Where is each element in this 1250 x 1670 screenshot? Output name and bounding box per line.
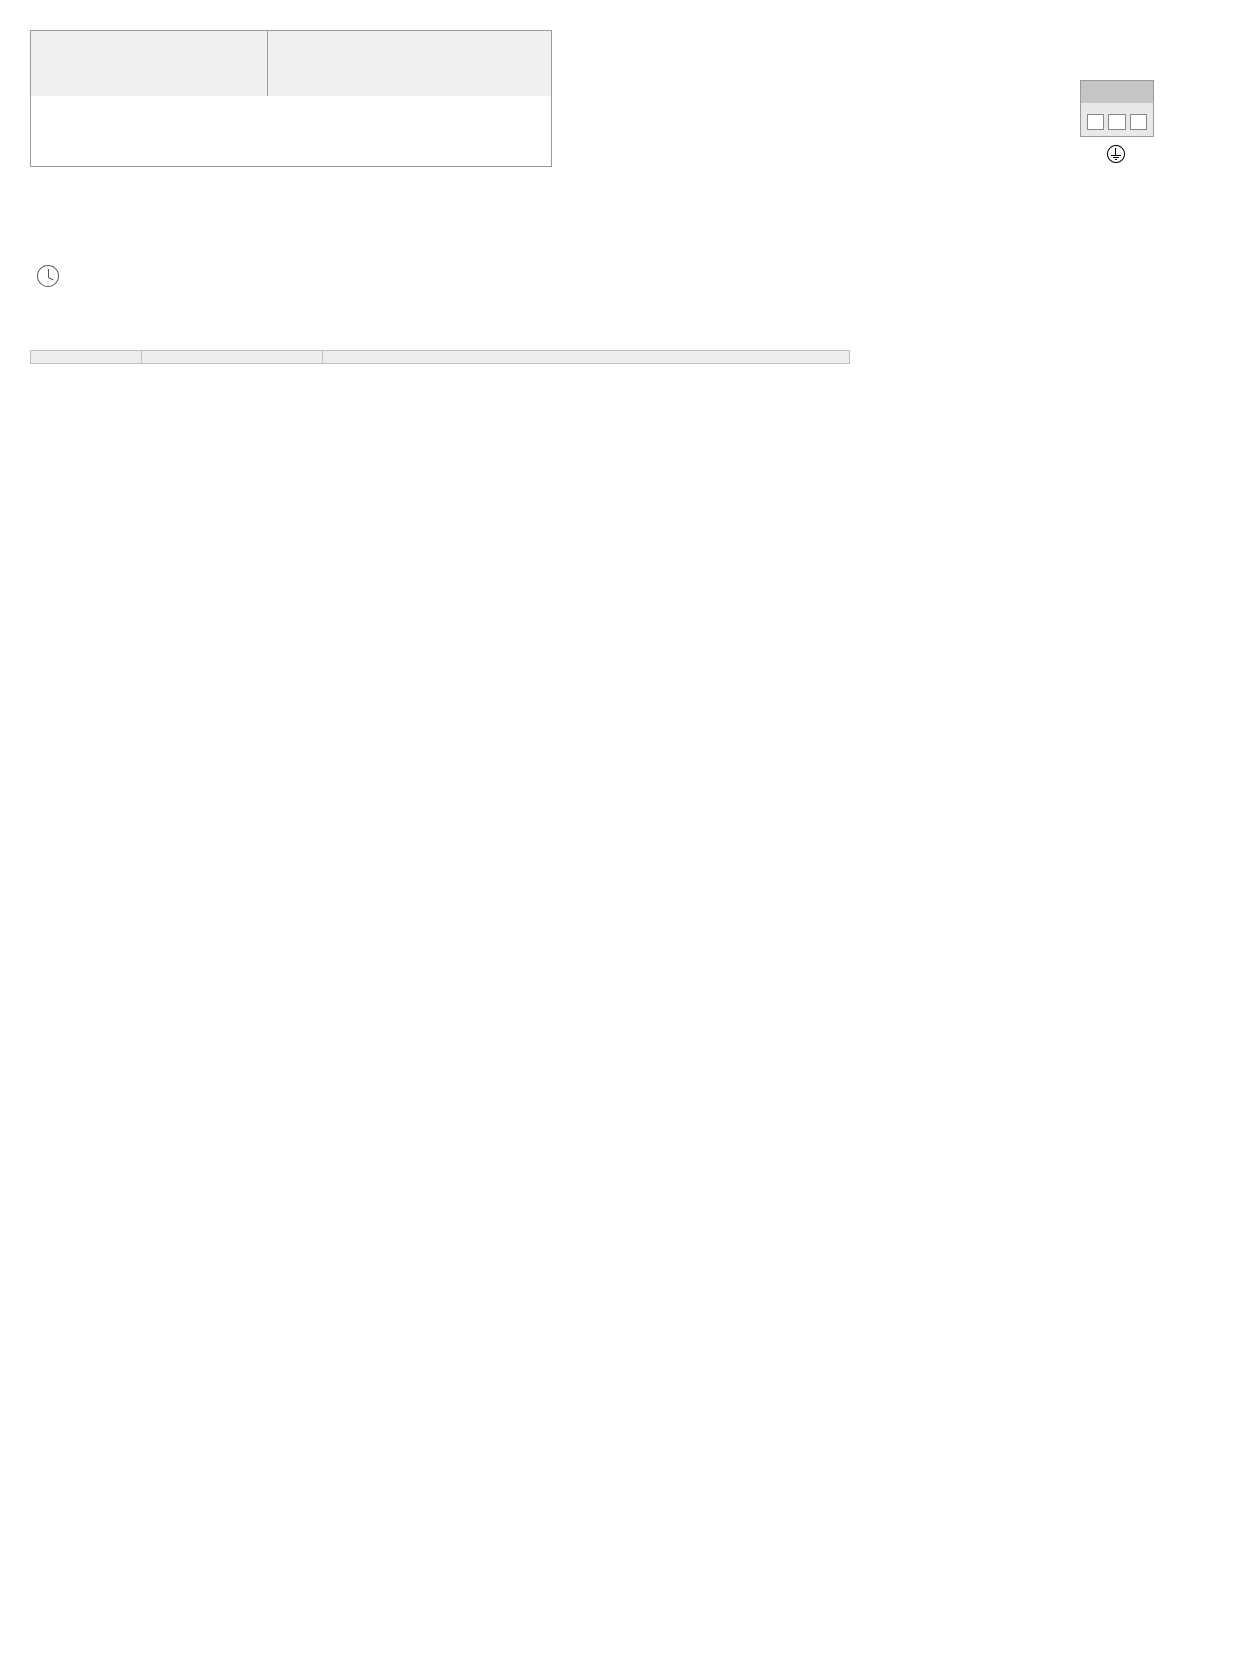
hdr-designation — [142, 351, 323, 364]
page — [0, 0, 1250, 458]
clock-icon — [37, 265, 59, 287]
power-connector — [1080, 80, 1154, 137]
terminal-top-row — [31, 46, 551, 91]
table-header-row — [31, 351, 850, 364]
power-labels — [1080, 145, 1152, 163]
terminal-bot-row — [31, 116, 551, 161]
hdr-contact — [31, 351, 142, 364]
terminal-block — [30, 30, 552, 167]
hdr-description — [323, 351, 850, 364]
main-pinout-table — [30, 350, 850, 364]
pin-labels — [30, 168, 550, 288]
wiring-diagram — [30, 30, 1220, 320]
ground-icon — [1107, 145, 1125, 163]
